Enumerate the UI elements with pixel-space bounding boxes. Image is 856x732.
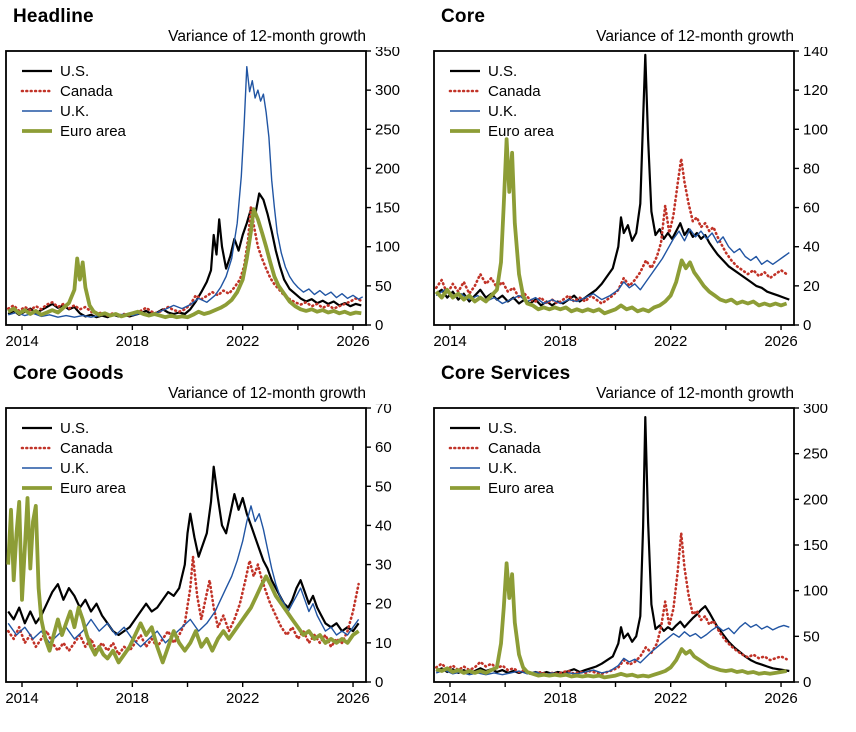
y-tick-label: 40	[803, 239, 820, 256]
y-tick-label: 350	[375, 47, 400, 60]
y-tick-label: 0	[803, 674, 811, 691]
x-tick-label: 2018	[116, 690, 149, 707]
y-tick-label: 250	[803, 446, 828, 463]
y-tick-label: 150	[803, 537, 828, 554]
legend-label: Canada	[488, 440, 541, 457]
legend-label: U.K.	[60, 460, 89, 477]
y-tick-label: 300	[803, 404, 828, 417]
series-line-u-s-	[7, 192, 362, 319]
panel-title-core-goods: Core Goods	[13, 363, 124, 384]
y-tick-label: 300	[375, 82, 400, 99]
y-tick-label: 60	[375, 439, 392, 456]
chart-core-services: 0 50 100 150 200 250 300 2014 2018 2022 2026 U.S. Ca…	[433, 404, 828, 707]
legend-label: U.S.	[60, 420, 89, 437]
legend-label: U.K.	[488, 103, 517, 120]
legend-label: Euro area	[60, 480, 127, 497]
y-tick-label: 50	[375, 278, 392, 295]
x-tick-label: 2022	[654, 333, 687, 350]
legend-label: Euro area	[488, 123, 555, 140]
chart-core-goods: 0 10 20 30 40 50 60 70 2014 2018 2022 2026 U.S. Canad…	[5, 404, 392, 707]
y-tick-label: 100	[803, 583, 828, 600]
y-tick-label: 20	[375, 596, 392, 613]
series-line-u-k-	[435, 228, 790, 305]
series-line-canada	[6, 555, 360, 656]
panel-subtitle-core-goods: Variance of 12-month growth	[168, 385, 366, 402]
y-tick-label: 0	[803, 317, 811, 334]
y-tick-label: 50	[803, 628, 820, 645]
y-tick-label: 150	[375, 200, 400, 217]
x-tick-label: 2026	[336, 333, 369, 350]
plot-frame	[5, 50, 367, 326]
panel-subtitle-core: Variance of 12-month growth	[596, 28, 794, 45]
y-tick-label: 80	[803, 160, 820, 177]
series-line-u-s-	[435, 416, 790, 675]
charts-grid: Headline Variance of 12-month growth 0 50…	[0, 4, 856, 710]
series-line-euro-area	[435, 561, 787, 680]
series-line-u-k-	[8, 66, 364, 318]
series-line-u-s-	[435, 53, 790, 307]
series-line-canada	[434, 157, 788, 305]
y-tick-label: 50	[375, 478, 392, 495]
y-tick-label: 70	[375, 404, 392, 417]
x-tick-label: 2018	[544, 333, 577, 350]
chart-core: 0 20 40 60 80 100 120 140 2014 2018 2022 2026 U.S. Ca…	[433, 47, 828, 350]
x-tick-label: 2014	[433, 333, 466, 350]
series-line-canada	[434, 531, 788, 676]
y-tick-label: 100	[803, 121, 828, 138]
series-line-canada	[6, 204, 363, 317]
series-line-u-s-	[7, 465, 360, 637]
y-tick-label: 250	[375, 121, 400, 138]
plot-frame	[433, 50, 795, 326]
legend-label: U.S.	[488, 420, 517, 437]
chart-headline: 0 50 100 150 200 250 300 350 2014 2018 2022 2026 U.S…	[5, 47, 400, 350]
panel-core-goods: Core Goods Variance of 12-month growth 0…	[0, 361, 428, 710]
y-tick-label: 140	[803, 47, 828, 60]
x-tick-label: 2026	[764, 690, 797, 707]
plot-frame	[5, 407, 367, 683]
legend-label: Euro area	[60, 123, 127, 140]
legend-label: U.S.	[488, 63, 517, 80]
legend-label: Euro area	[488, 480, 555, 497]
x-tick-label: 2014	[433, 690, 466, 707]
y-tick-label: 0	[375, 317, 383, 334]
y-tick-label: 20	[803, 278, 820, 295]
legend-label: Canada	[60, 440, 113, 457]
y-tick-label: 200	[375, 160, 400, 177]
panel-headline: Headline Variance of 12-month growth 0 50…	[0, 4, 428, 353]
y-tick-label: 200	[803, 491, 828, 508]
series-line-euro-area	[434, 137, 788, 316]
y-tick-label: 30	[375, 557, 392, 574]
panel-subtitle-headline: Variance of 12-month growth	[168, 28, 366, 45]
x-tick-label: 2014	[5, 333, 38, 350]
y-tick-label: 40	[375, 517, 392, 534]
x-tick-label: 2018	[116, 333, 149, 350]
series-line-euro-area	[6, 496, 360, 665]
series-line-euro-area	[7, 207, 362, 320]
x-tick-label: 2026	[336, 690, 369, 707]
panel-title-core-services: Core Services	[441, 363, 571, 384]
legend-label: U.K.	[488, 460, 517, 477]
x-tick-label: 2022	[226, 333, 259, 350]
legend-label: Canada	[488, 83, 541, 100]
y-tick-label: 0	[375, 674, 383, 691]
y-tick-label: 100	[375, 239, 400, 256]
x-tick-label: 2022	[226, 690, 259, 707]
x-tick-label: 2018	[544, 690, 577, 707]
y-tick-label: 10	[375, 635, 392, 652]
series-line-u-k-	[435, 621, 790, 676]
y-tick-label: 60	[803, 200, 820, 217]
legend-label: U.K.	[60, 103, 89, 120]
legend-label: Canada	[60, 83, 113, 100]
legend-label: U.S.	[60, 63, 89, 80]
x-tick-label: 2022	[654, 690, 687, 707]
x-tick-label: 2026	[764, 333, 797, 350]
panel-core: Core Variance of 12-month growth 0 20 40 60…	[428, 4, 856, 353]
y-tick-label: 120	[803, 82, 828, 99]
panel-title-core: Core	[441, 6, 486, 27]
panel-core-services: Core Services Variance of 12-month growt…	[428, 361, 856, 710]
x-tick-label: 2014	[5, 690, 38, 707]
panel-subtitle-core-services: Variance of 12-month growth	[596, 385, 794, 402]
panel-title-headline: Headline	[13, 6, 94, 27]
